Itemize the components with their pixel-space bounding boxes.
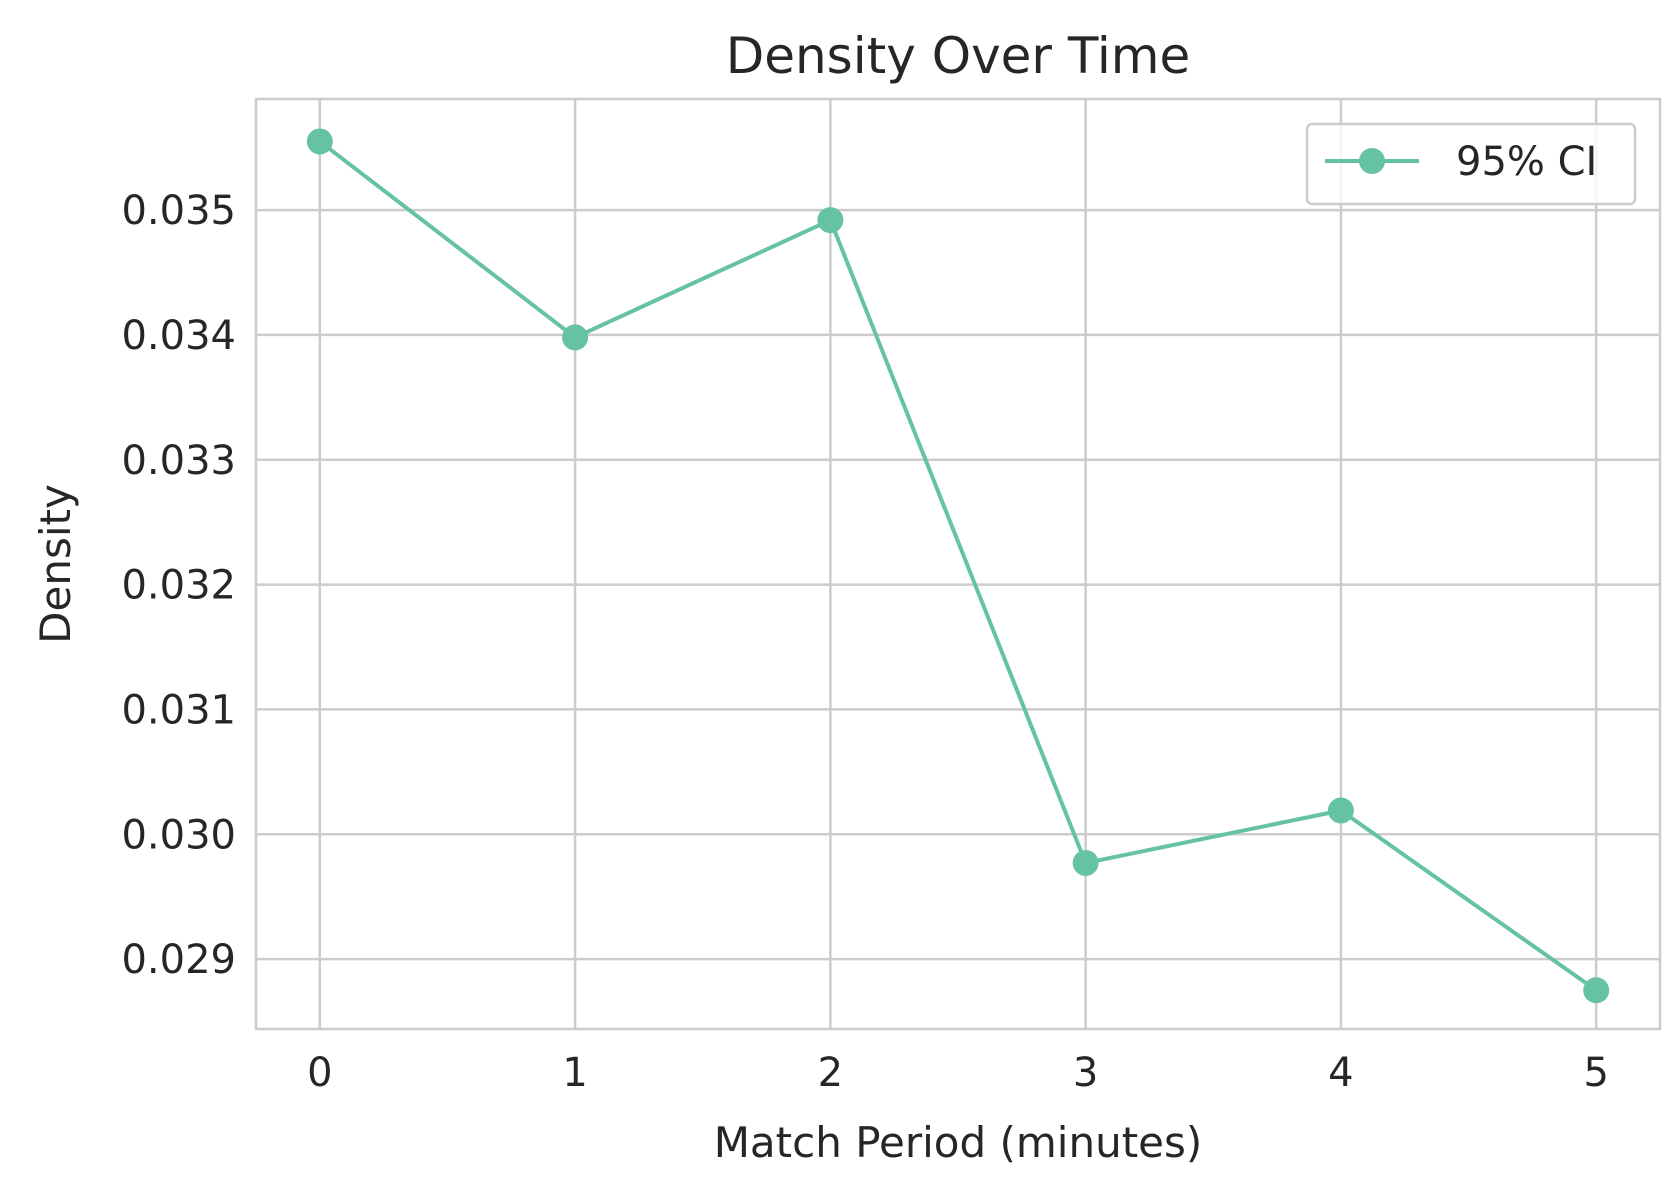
y-tick-label: 0.035 <box>121 188 236 234</box>
y-tick-label: 0.033 <box>121 438 236 484</box>
x-axis-title: Match Period (minutes) <box>714 1118 1203 1167</box>
x-tick-label: 0 <box>307 1050 332 1096</box>
x-tick-label: 3 <box>1073 1050 1098 1096</box>
x-tick-label: 5 <box>1583 1050 1608 1096</box>
series-line <box>318 139 1598 992</box>
x-tick-label: 4 <box>1328 1050 1353 1096</box>
legend-box <box>1305 122 1637 206</box>
data-point <box>1072 849 1099 876</box>
y-axis-title: Density <box>31 484 80 644</box>
legend-marker-swatch <box>1359 148 1385 174</box>
y-tick-label: 0.032 <box>121 563 236 609</box>
y-tick-label: 0.031 <box>121 687 236 733</box>
chart-title: Density Over Time <box>726 27 1191 85</box>
y-tick-label: 0.034 <box>121 313 236 359</box>
y-tick-label: 0.030 <box>121 812 236 858</box>
legend-label: 95% CI <box>1456 139 1597 185</box>
x-axis-ticks: 0 1 2 3 4 5 <box>307 1050 1609 1096</box>
data-point <box>1583 977 1610 1004</box>
data-point <box>562 324 589 351</box>
y-tick-label: 0.029 <box>121 937 236 983</box>
series-layer <box>306 128 1610 1004</box>
data-point <box>817 207 844 234</box>
data-point <box>1327 797 1354 824</box>
plot-frame <box>254 97 1662 1031</box>
x-tick-label: 2 <box>818 1050 843 1096</box>
data-point <box>306 128 333 155</box>
legend: 95% CI <box>1305 122 1637 206</box>
y-axis-ticks: 0.029 0.030 0.031 0.032 0.033 0.034 0.035 <box>121 188 236 983</box>
x-tick-label: 1 <box>562 1050 587 1096</box>
